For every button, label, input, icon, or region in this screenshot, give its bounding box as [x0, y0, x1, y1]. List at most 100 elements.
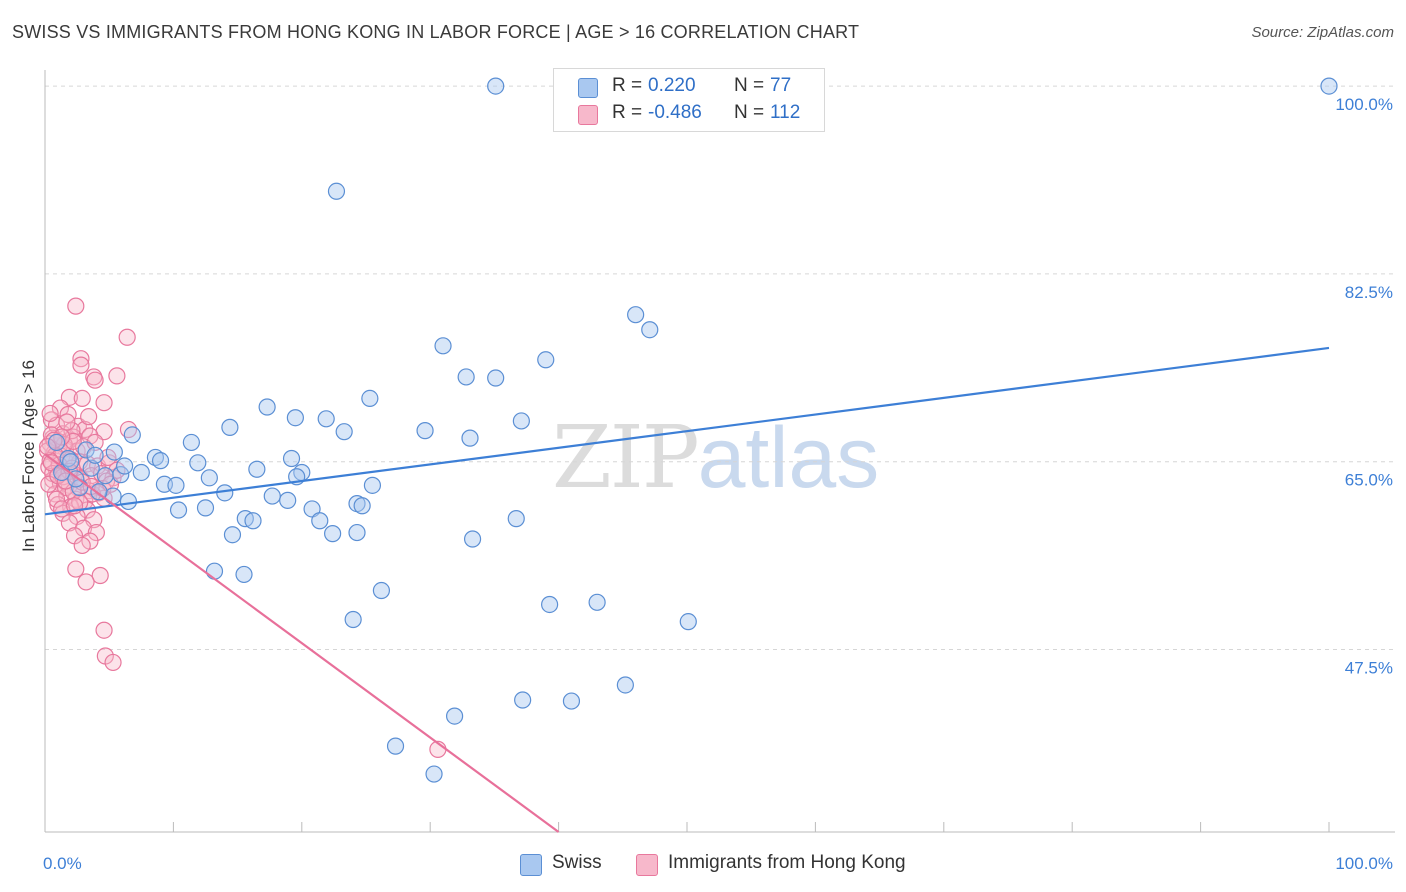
bottom-legend-swatch-hong-kong	[636, 854, 658, 876]
swiss-point	[616, 676, 634, 694]
y-tick-label: 82.5%	[1345, 283, 1393, 302]
hong-kong-point	[47, 490, 66, 508]
swiss-point	[461, 429, 479, 447]
legend-n-value-swiss: 77	[770, 75, 792, 96]
swiss-point	[324, 525, 342, 543]
swiss-point	[425, 765, 443, 783]
swiss-point	[116, 457, 134, 475]
hong-kong-point	[58, 413, 76, 431]
swiss-point	[537, 351, 555, 369]
swiss-point	[182, 433, 200, 452]
swiss-point	[123, 426, 141, 444]
hong-kong-point	[77, 573, 95, 591]
hong-kong-point	[80, 408, 98, 426]
swiss-point	[386, 737, 405, 755]
swiss-point	[248, 460, 266, 478]
swiss-point	[205, 562, 224, 580]
swiss-point	[372, 581, 391, 600]
hong-kong-point	[91, 566, 109, 585]
swiss-point	[200, 469, 218, 487]
swiss-point	[286, 409, 304, 427]
swiss-point	[77, 441, 95, 459]
swiss-point	[363, 476, 382, 494]
legend-n-value-hong-kong: 112	[770, 102, 801, 123]
swiss-point	[258, 398, 276, 416]
swiss-point	[263, 487, 281, 505]
swiss-point	[104, 487, 122, 505]
swiss-point	[244, 512, 262, 530]
swiss-point	[62, 453, 80, 471]
hong-kong-point	[73, 536, 91, 555]
legend-r-value-swiss: 0.220	[648, 75, 696, 96]
bottom-legend-swatch-swiss	[520, 854, 542, 876]
swiss-point	[223, 526, 242, 544]
swiss-point	[463, 530, 482, 548]
legend-n-label: N =	[734, 75, 765, 96]
hong-kong-point	[87, 523, 105, 542]
swiss-point	[514, 691, 532, 709]
swiss-point	[487, 77, 505, 95]
swiss-point	[562, 692, 581, 710]
swiss-point	[512, 412, 530, 430]
hong-kong-point	[56, 472, 75, 490]
legend-n-label: N =	[734, 102, 765, 123]
y-tick-label: 100.0%	[1335, 95, 1393, 114]
hong-kong-point	[73, 389, 91, 408]
hong-kong-point	[38, 438, 57, 456]
swiss-point	[47, 433, 66, 452]
swiss-point	[167, 476, 185, 494]
swiss-point	[541, 595, 559, 614]
swiss-point	[189, 454, 207, 472]
x-tick-label-min: 0.0%	[43, 854, 82, 873]
legend-swatch-hong-kong	[578, 105, 598, 125]
swiss-point	[235, 565, 253, 584]
swiss-point	[641, 321, 659, 339]
swiss-point	[627, 306, 645, 324]
swiss-point	[457, 368, 475, 386]
swiss-trendline	[44, 346, 1330, 516]
hong-kong-point	[95, 394, 113, 412]
swiss-point	[344, 610, 362, 629]
swiss-point	[221, 418, 239, 436]
swiss-point	[279, 491, 297, 509]
swiss-point	[151, 452, 170, 470]
x-tick-label-max: 100.0%	[1335, 854, 1393, 873]
hong-kong-point	[108, 367, 126, 385]
hong-kong-point	[86, 371, 104, 389]
hong-kong-point	[72, 356, 90, 374]
hong-kong-point	[95, 621, 113, 639]
legend-r-label: R =	[612, 75, 643, 96]
correlation-legend: R = 0.220 N = 77 R = -0.486 N = 112	[553, 68, 825, 132]
y-axis-title: In Labor Force | Age > 16	[19, 360, 38, 552]
swiss-point	[59, 449, 77, 468]
y-tick-label: 47.5%	[1345, 659, 1393, 678]
hong-kong-point	[40, 475, 58, 493]
hong-kong-point	[67, 297, 85, 315]
swiss-point	[82, 459, 100, 477]
swiss-point	[96, 467, 114, 485]
swiss-point	[86, 446, 104, 464]
swiss-point	[1320, 77, 1338, 95]
swiss-point	[416, 422, 434, 440]
swiss-point	[335, 423, 353, 441]
swiss-point	[311, 512, 329, 530]
hong-kong-point	[104, 653, 122, 672]
y-tick-label: 65.0%	[1345, 471, 1393, 490]
swiss-point	[169, 501, 188, 519]
hong-kong-point	[67, 560, 85, 578]
watermark-zip: ZIP	[552, 408, 700, 508]
swiss-point	[146, 448, 165, 467]
hong-kong-point	[41, 404, 59, 423]
bottom-legend-label-hong-kong: Immigrants from Hong Kong	[668, 852, 906, 873]
swiss-point	[119, 492, 138, 511]
swiss-point	[679, 613, 697, 631]
swiss-point	[361, 389, 379, 408]
swiss-point	[507, 510, 525, 528]
swiss-point	[317, 410, 335, 428]
swiss-point	[434, 337, 452, 355]
source-label: Source: ZipAtlas.com	[1251, 24, 1394, 41]
legend-r-label: R =	[612, 102, 643, 123]
chart-title: SWISS VS IMMIGRANTS FROM HONG KONG IN LA…	[12, 22, 860, 42]
swiss-point	[132, 463, 150, 482]
